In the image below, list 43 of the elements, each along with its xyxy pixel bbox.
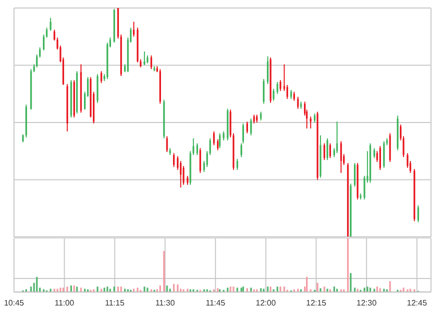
candlestick (280, 80, 282, 92)
candlestick (218, 132, 221, 149)
candlestick (354, 162, 356, 188)
candlestick (166, 136, 168, 153)
x-tick-label: 11:30 (155, 298, 176, 308)
candlestick (417, 204, 420, 223)
x-tick-label: 12:00 (256, 298, 276, 308)
candlestick (240, 142, 242, 158)
candlestick (196, 142, 198, 156)
candlestick (173, 152, 175, 168)
candlestick (329, 142, 331, 158)
candlestick (383, 140, 385, 168)
x-tick-label: 10:45 (4, 298, 25, 308)
candlestick (310, 116, 312, 129)
candlestick (340, 140, 342, 174)
candlestick (50, 17, 52, 32)
candlestick (250, 118, 252, 136)
candlestick (336, 121, 338, 154)
candlestick (276, 81, 278, 94)
candlestick (199, 148, 202, 174)
candlestick (246, 121, 248, 134)
candlestick (272, 88, 274, 102)
x-tick-label: 12:15 (306, 298, 327, 308)
candlestick (297, 96, 299, 110)
candlestick (144, 51, 146, 66)
candlestick (326, 138, 328, 161)
x-tick-label: 12:45 (406, 298, 428, 308)
x-tick-label: 11:45 (206, 298, 226, 308)
candlestick (213, 130, 215, 146)
candlestick (262, 78, 265, 104)
candlestick (364, 175, 366, 200)
candlestick (150, 54, 152, 70)
candlestick (266, 56, 269, 85)
candlestick (100, 70, 102, 84)
x-tick-label: 11:15 (105, 298, 125, 308)
x-tick-label: 11:00 (54, 298, 75, 308)
candlestick (242, 122, 244, 144)
candlestick (180, 160, 182, 188)
candlestick (373, 148, 376, 158)
candlestick (379, 146, 381, 170)
candlestick (324, 142, 326, 161)
candlestick (236, 158, 238, 170)
x-tick-label: 12:30 (356, 298, 378, 308)
